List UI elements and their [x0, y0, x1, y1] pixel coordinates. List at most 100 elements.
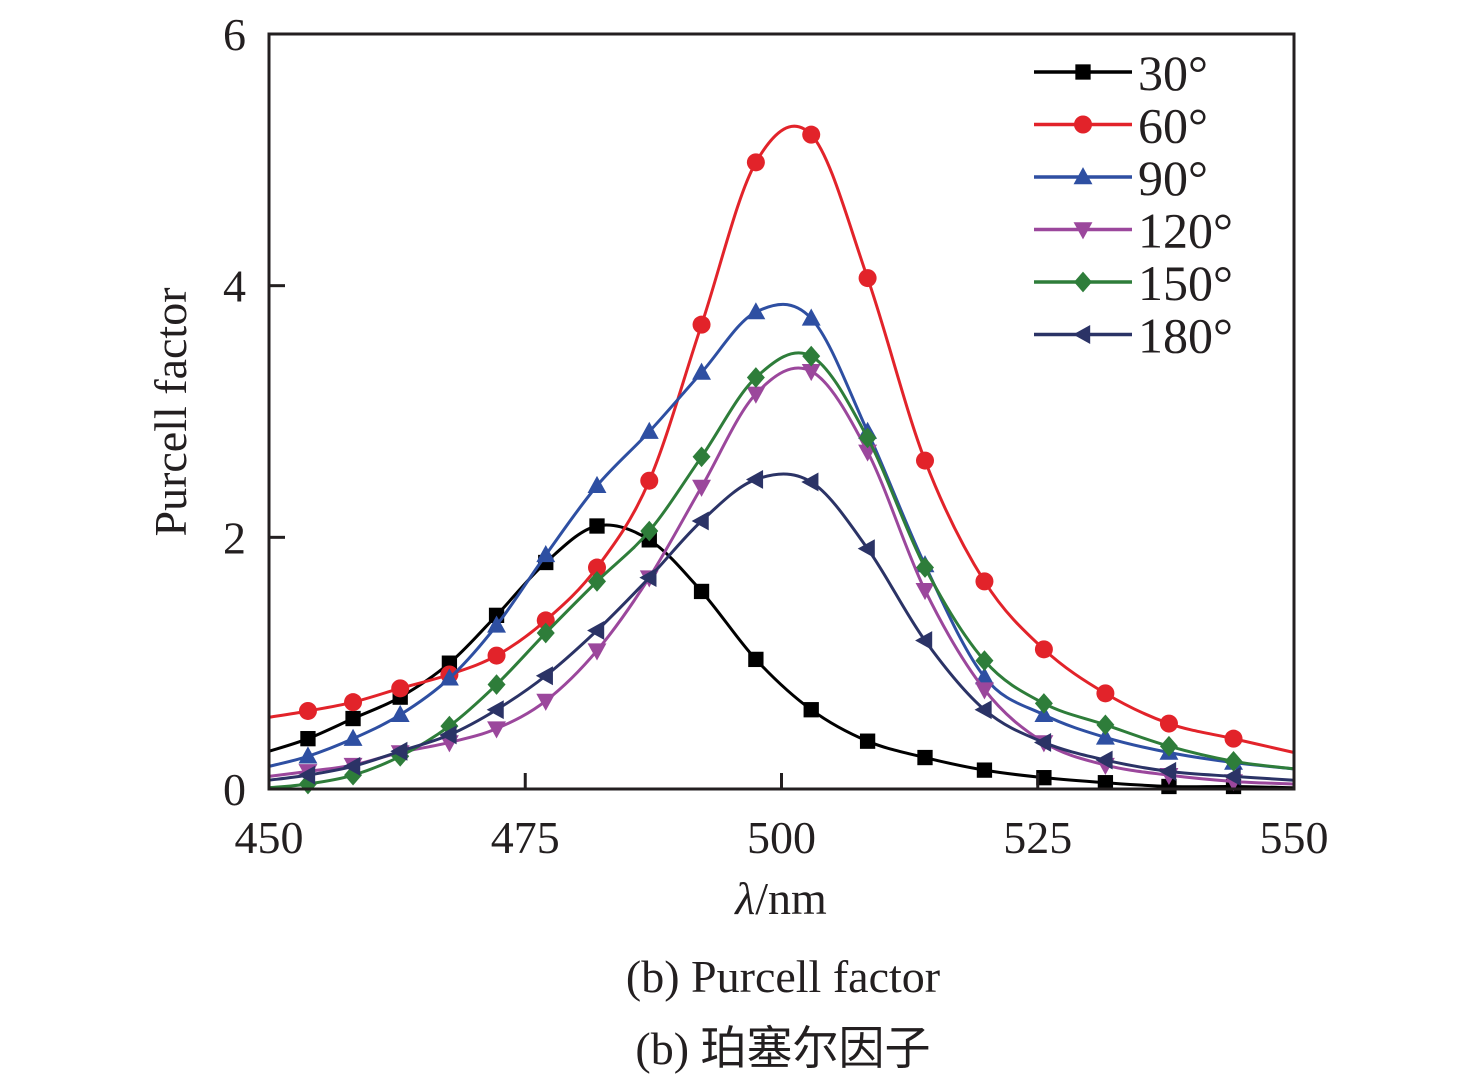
data-point — [1036, 770, 1052, 786]
data-point — [858, 269, 877, 288]
data-point — [1096, 684, 1115, 703]
data-point — [974, 700, 992, 720]
x-axis-title-unit: /nm — [755, 873, 827, 924]
data-point — [915, 631, 933, 650]
legend-label: 180° — [1138, 308, 1233, 364]
x-axis-title: λ/nm — [733, 873, 827, 924]
data-point — [1097, 775, 1114, 791]
data-point — [588, 558, 606, 577]
data-point — [975, 650, 994, 671]
series-60-deg — [268, 124, 1295, 754]
legend-item: 120° — [1034, 203, 1233, 259]
data-point — [587, 643, 607, 661]
legend-label: 120° — [1138, 203, 1233, 259]
data-point — [439, 725, 457, 745]
data-point — [439, 668, 459, 686]
legend-label: 60° — [1138, 98, 1208, 154]
data-point — [343, 756, 361, 776]
y-axis-title: Purcell factor — [145, 287, 196, 536]
data-point — [858, 427, 877, 449]
data-point — [1034, 640, 1053, 659]
series-30-deg — [268, 518, 1295, 795]
legend-item: 30° — [1034, 45, 1208, 101]
data-point — [859, 733, 876, 749]
legend-marker — [1073, 167, 1093, 185]
data-point — [536, 611, 555, 630]
y-tick-label: 4 — [223, 261, 246, 312]
data-point — [803, 702, 819, 718]
legend-marker — [1075, 64, 1091, 80]
data-point — [487, 674, 506, 695]
data-point — [693, 583, 710, 600]
data-point — [692, 479, 711, 497]
x-tick-label: 500 — [747, 812, 816, 863]
y-tick-label: 6 — [223, 9, 246, 60]
data-point — [801, 364, 821, 382]
data-point — [746, 386, 766, 404]
data-point — [917, 749, 933, 766]
series-150-deg — [268, 345, 1295, 795]
data-point — [1095, 750, 1113, 770]
data-point — [588, 571, 606, 592]
x-tick-label: 450 — [235, 812, 304, 863]
data-point — [801, 308, 821, 326]
data-point — [640, 520, 659, 542]
data-point — [1224, 750, 1243, 772]
data-point — [1159, 761, 1177, 781]
data-point — [1095, 727, 1115, 745]
data-point — [639, 421, 659, 439]
legend-item: 150° — [1034, 255, 1233, 311]
data-point — [975, 682, 994, 700]
legend-label: 150° — [1138, 255, 1233, 311]
data-point — [390, 704, 410, 722]
data-point — [915, 582, 935, 601]
data-point — [298, 701, 317, 720]
data-point — [536, 622, 555, 644]
data-point — [802, 345, 821, 367]
data-point — [487, 615, 506, 633]
data-point — [801, 472, 819, 492]
data-point — [745, 470, 764, 489]
data-point — [1096, 714, 1115, 736]
data-point — [345, 710, 361, 727]
x-axis-title-symbol: λ — [733, 873, 755, 924]
data-point — [486, 700, 504, 720]
x-tick-label: 550 — [1260, 812, 1329, 863]
axis-ticks: 450 475 500 525 550 0 2 4 6 — [223, 9, 1329, 863]
data-point — [746, 302, 766, 320]
data-point — [746, 367, 765, 388]
data-point — [298, 765, 316, 785]
data-point — [300, 731, 316, 747]
series-line — [268, 366, 1295, 786]
data-point — [1159, 735, 1178, 757]
y-tick-label: 2 — [223, 512, 246, 563]
series-line — [268, 351, 1295, 790]
legend-item: 90° — [1034, 150, 1208, 206]
data-point — [1034, 693, 1053, 714]
data-point — [587, 621, 605, 640]
data-point — [639, 568, 657, 588]
data-point — [536, 693, 556, 711]
legend-marker — [1074, 271, 1092, 293]
legend-marker — [1073, 325, 1091, 344]
legend: 30°60°90°120°150°180° — [1034, 45, 1233, 364]
data-point — [640, 471, 659, 490]
data-point — [1159, 714, 1178, 733]
series-line — [268, 523, 1295, 790]
legend-marker — [1073, 222, 1093, 240]
series-line — [268, 472, 1295, 782]
data-point — [691, 511, 709, 531]
legend-item: 180° — [1034, 308, 1233, 364]
data-point — [391, 679, 410, 698]
data-point — [975, 667, 994, 685]
data-point — [746, 153, 765, 172]
legend-label: 30° — [1138, 45, 1208, 101]
data-point — [390, 741, 408, 761]
data-point — [1224, 729, 1243, 748]
legend-item: 60° — [1034, 98, 1208, 154]
data-point — [535, 666, 553, 686]
data-point — [587, 475, 607, 493]
x-tick-label: 475 — [491, 812, 560, 863]
data-point — [1034, 732, 1052, 752]
legend-label: 90° — [1138, 150, 1208, 206]
